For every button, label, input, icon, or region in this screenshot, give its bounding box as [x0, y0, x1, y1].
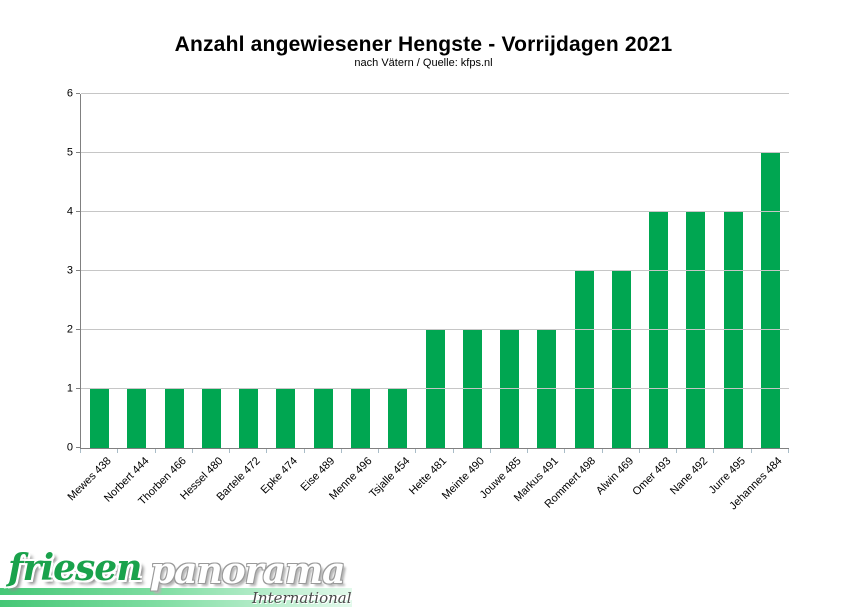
x-tick [489, 449, 491, 453]
x-tick [266, 449, 268, 453]
chart-subtitle: nach Vätern / Quelle: kfps.nl [354, 57, 493, 69]
x-tick [303, 449, 305, 453]
bar-slot [81, 94, 118, 448]
bar [90, 389, 110, 448]
x-tick [713, 449, 715, 453]
bar-slot [230, 94, 267, 448]
bar-slot [528, 94, 565, 448]
x-tick [564, 449, 566, 453]
logo-tagline: International [252, 589, 352, 607]
x-tick [117, 449, 119, 453]
bar-slot [454, 94, 491, 448]
y-tick [76, 388, 80, 389]
bar [723, 212, 743, 448]
bar [239, 389, 259, 448]
y-tick-label: 4 [66, 205, 73, 218]
bar-slot [379, 94, 416, 448]
bar [127, 389, 147, 448]
friesenpanorama-logo: friesen panorama International [0, 548, 368, 612]
bar [201, 389, 221, 448]
plot-area [76, 93, 789, 449]
x-tick [191, 449, 193, 453]
logo-stripe-bottom [0, 600, 352, 607]
y-tick [76, 211, 80, 212]
x-tick [415, 449, 417, 453]
gridline [81, 93, 789, 94]
bar [164, 389, 184, 448]
y-tick [76, 93, 80, 94]
bar [649, 212, 669, 448]
gridline [81, 152, 789, 153]
gridline [81, 388, 789, 389]
bar [574, 271, 594, 448]
bar-slot [156, 94, 193, 448]
bar-slot [305, 94, 342, 448]
bar [760, 153, 780, 448]
bar [425, 330, 445, 448]
bar-slot [193, 94, 230, 448]
y-tick-label: 5 [66, 146, 73, 159]
x-tick [378, 449, 380, 453]
gridline [81, 329, 789, 330]
bar [611, 271, 631, 448]
y-tick [76, 447, 80, 448]
y-axis-labels: 0 1 2 3 4 5 6 [0, 88, 73, 453]
bar-slot [603, 94, 640, 448]
y-tick-label: 1 [66, 382, 73, 395]
chart-title: Anzahl angewiesener Hengste - Vorrijdage… [174, 33, 673, 56]
bar-slot [491, 94, 528, 448]
x-tick [229, 449, 231, 453]
bar [313, 389, 333, 448]
x-tick [750, 449, 752, 453]
y-tick [76, 152, 80, 153]
x-tick [80, 449, 81, 453]
bar [500, 330, 520, 448]
bar-slot [640, 94, 677, 448]
x-tick [601, 449, 603, 453]
logo-word-panorama: panorama [150, 550, 345, 592]
x-tick [340, 449, 342, 453]
y-tick [76, 329, 80, 330]
bar [462, 330, 482, 448]
y-tick [76, 270, 80, 271]
bar-slot [565, 94, 602, 448]
bar-slot [267, 94, 304, 448]
bar [537, 330, 557, 448]
bar-slot [118, 94, 155, 448]
y-tick-label: 2 [66, 323, 73, 336]
x-ticks [80, 449, 789, 453]
bar [388, 389, 408, 448]
bars [81, 94, 789, 448]
x-tick [154, 449, 156, 453]
x-tick [676, 449, 678, 453]
bar-slot [752, 94, 789, 448]
gridline [81, 211, 789, 212]
x-tick [788, 449, 789, 453]
logo-stripe-top [0, 588, 352, 595]
y-tick-label: 0 [66, 441, 73, 454]
bar-slot [342, 94, 379, 448]
bar-slot [677, 94, 714, 448]
bar-slot [715, 94, 752, 448]
y-tick-label: 3 [66, 264, 73, 277]
x-tick [527, 449, 529, 453]
x-tick [452, 449, 454, 453]
x-tick [638, 449, 640, 453]
bar-slot [416, 94, 453, 448]
y-tick-label: 6 [66, 87, 73, 100]
bar [350, 389, 370, 448]
logo-word-friesen: friesen [8, 547, 142, 589]
x-axis-labels: Mewes 438 Norbert 444 Thorben 466 Hessel 48… [65, 455, 785, 513]
bar [686, 212, 706, 448]
bar [276, 389, 296, 448]
gridline [81, 270, 789, 271]
